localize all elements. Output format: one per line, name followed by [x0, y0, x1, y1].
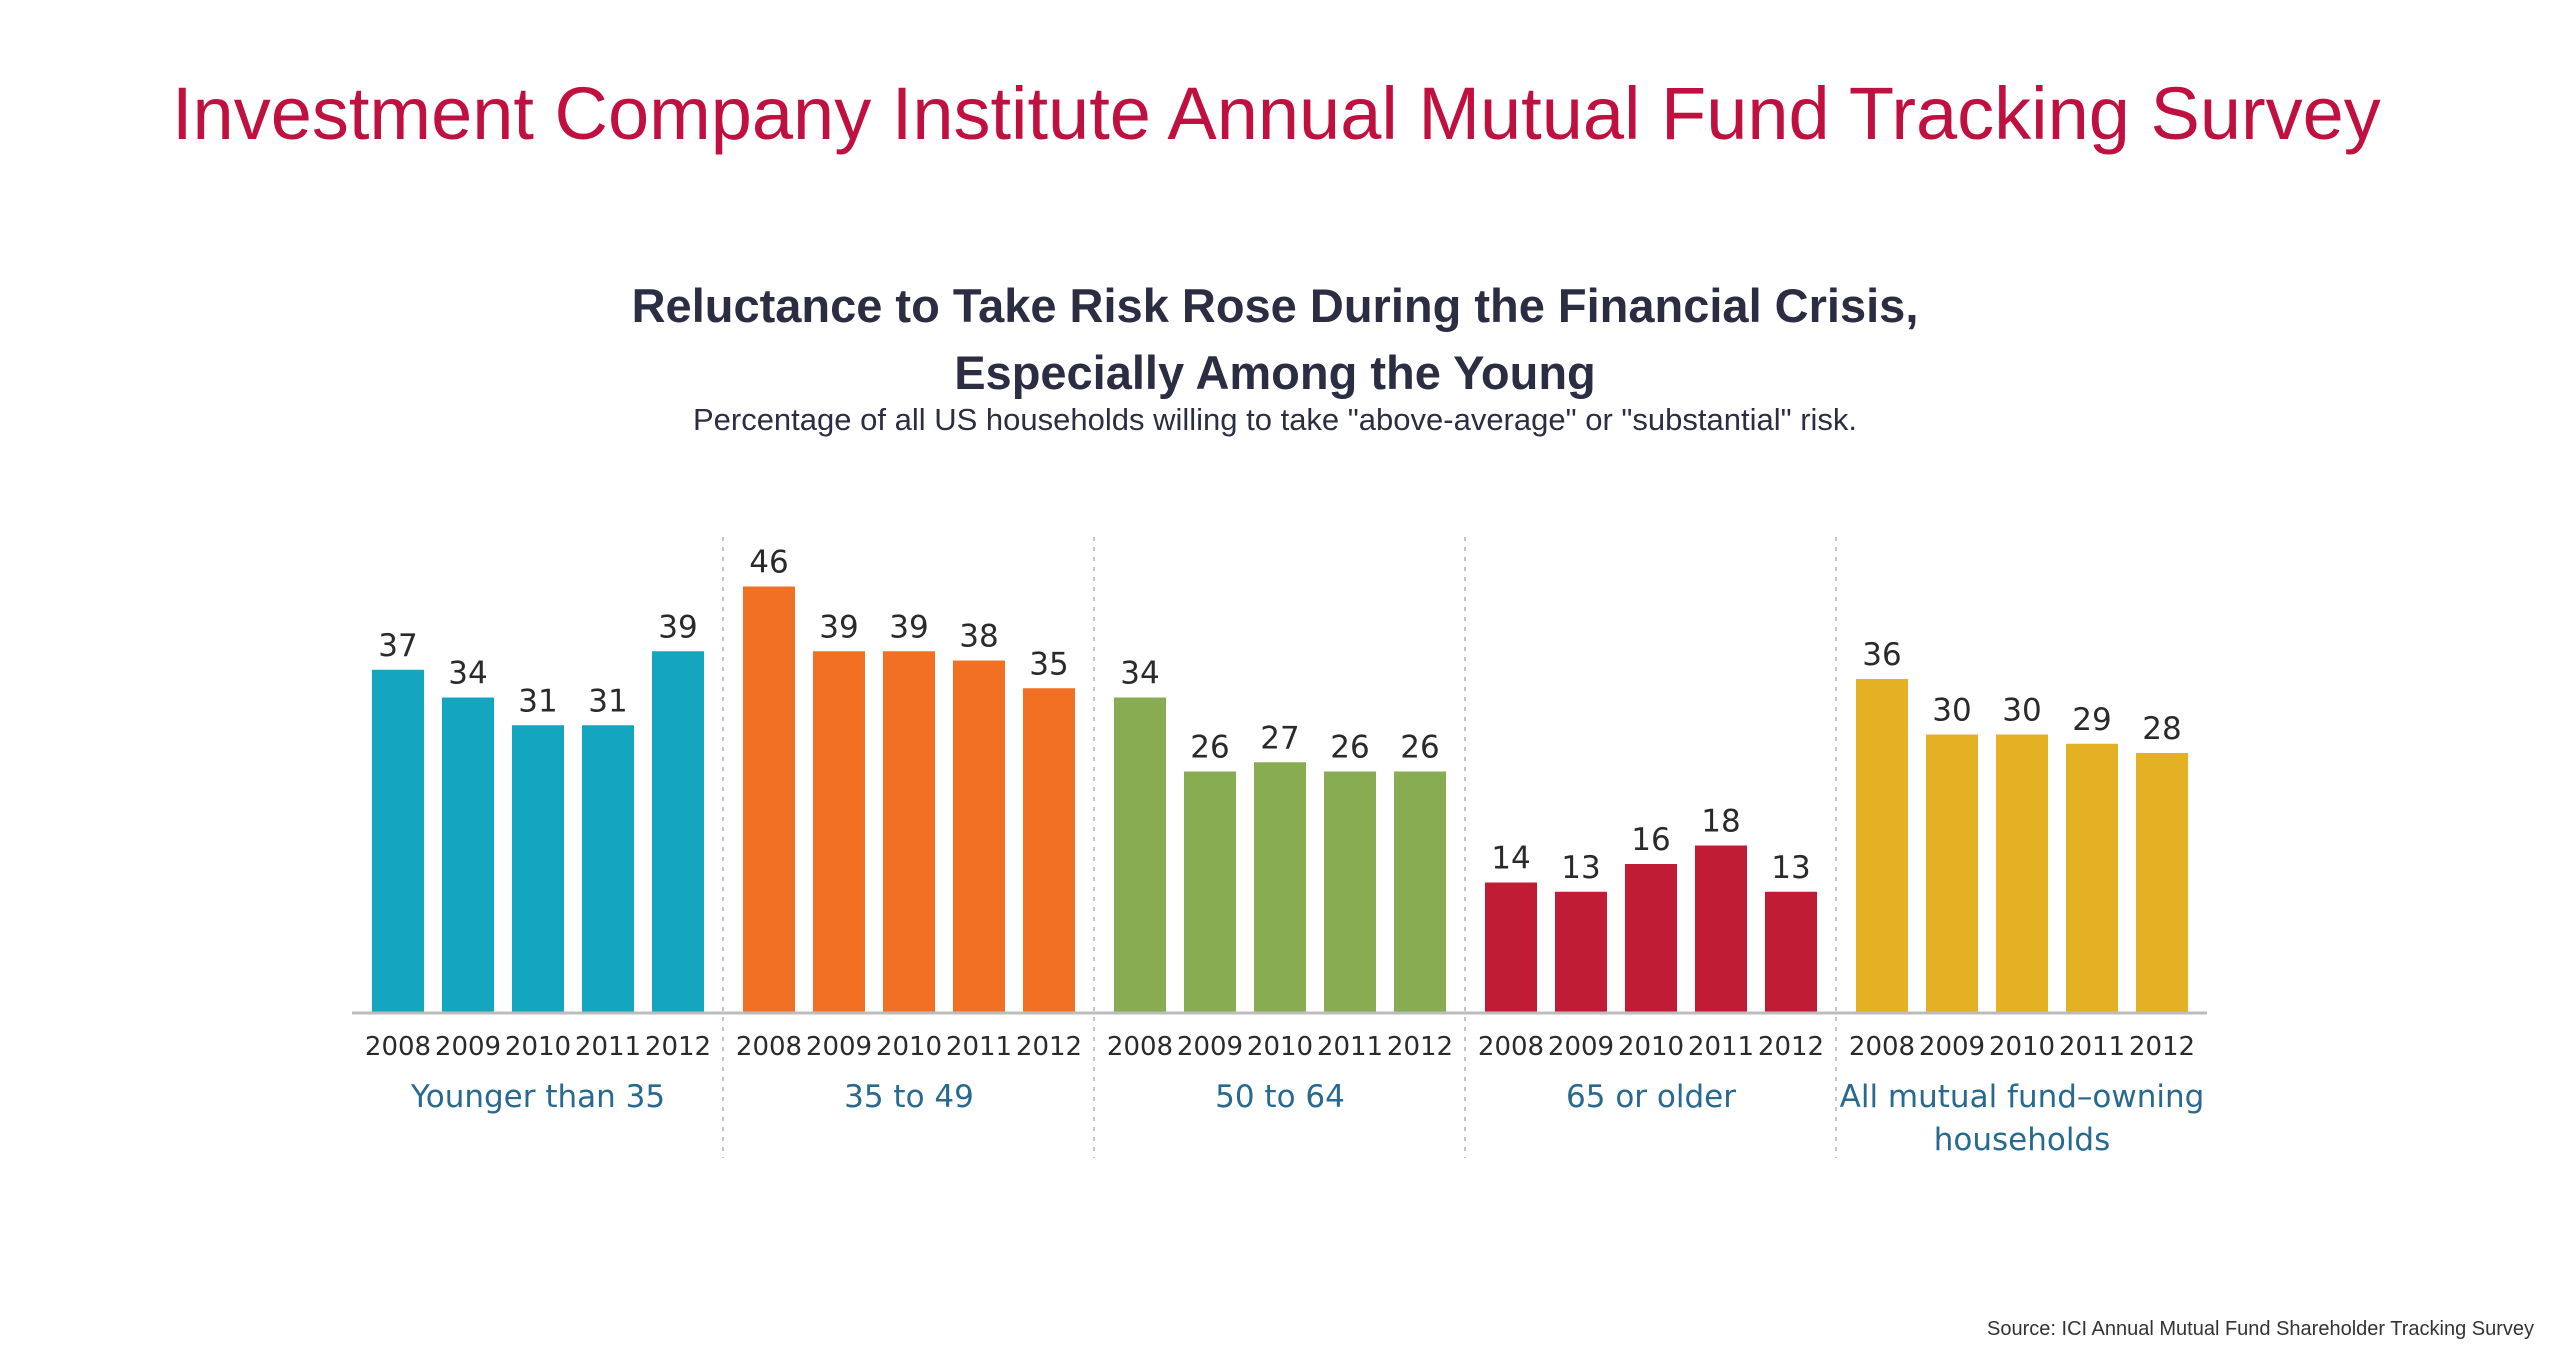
bar-value-label: 13: [1561, 850, 1600, 886]
x-tick-label: 2012: [1758, 1032, 1824, 1062]
bar: [1254, 762, 1306, 1012]
x-tick-label: 2010: [505, 1032, 571, 1062]
bar: [1856, 679, 1908, 1012]
bar: [1485, 882, 1537, 1012]
x-tick-label: 2011: [1688, 1032, 1754, 1062]
bar: [1555, 891, 1607, 1012]
x-tick-label: 2012: [645, 1032, 711, 1062]
x-tick-label: 2011: [946, 1032, 1012, 1062]
group-label: 50 to 64: [1215, 1079, 1345, 1115]
bar-value-label: 13: [1771, 850, 1810, 886]
x-tick-label: 2009: [435, 1032, 501, 1062]
x-tick-label: 2010: [1989, 1032, 2055, 1062]
x-tick-label: 2009: [1548, 1032, 1614, 1062]
x-tick-label: 2008: [1849, 1032, 1915, 1062]
bar-value-label: 34: [1120, 656, 1159, 692]
source-note: Source: ICI Annual Mutual Fund Sharehold…: [1987, 1318, 2534, 1340]
x-tick-label: 2009: [1177, 1032, 1243, 1062]
group-label: households: [1934, 1122, 2111, 1158]
x-tick-label: 2012: [1387, 1032, 1453, 1062]
bar-value-label: 46: [749, 545, 788, 581]
bar: [743, 586, 795, 1012]
x-tick-label: 2008: [736, 1032, 802, 1062]
bar-value-label: 18: [1701, 804, 1740, 840]
x-tick-label: 2010: [1247, 1032, 1313, 1062]
x-tick-label: 2010: [876, 1032, 942, 1062]
x-tick-label: 2009: [1919, 1032, 1985, 1062]
bar: [883, 651, 935, 1012]
group-label: 35 to 49: [844, 1079, 974, 1115]
bar: [582, 725, 634, 1012]
bar: [1023, 688, 1075, 1012]
bar: [1996, 734, 2048, 1012]
bar-value-label: 30: [2002, 693, 2041, 729]
bar-value-label: 26: [1330, 730, 1369, 766]
group-label: All mutual fund–owning: [1840, 1079, 2205, 1115]
bar-value-label: 31: [588, 683, 627, 719]
bar-value-label: 28: [2142, 711, 2181, 747]
bar: [1184, 771, 1236, 1012]
bar: [1324, 771, 1376, 1012]
x-tick-label: 2010: [1618, 1032, 1684, 1062]
x-tick-label: 2008: [1478, 1032, 1544, 1062]
x-tick-label: 2008: [1107, 1032, 1173, 1062]
bar-value-label: 26: [1190, 730, 1229, 766]
x-tick-label: 2008: [365, 1032, 431, 1062]
x-tick-label: 2011: [2059, 1032, 2125, 1062]
bar: [442, 697, 494, 1012]
group-label: 65 or older: [1566, 1079, 1736, 1115]
bar-value-label: 39: [889, 609, 928, 645]
bar-value-label: 39: [819, 609, 858, 645]
x-tick-label: 2009: [806, 1032, 872, 1062]
bar-value-label: 14: [1491, 841, 1530, 877]
bar: [1394, 771, 1446, 1012]
bar: [1114, 697, 1166, 1012]
bar: [512, 725, 564, 1012]
chart-subtitle: Percentage of all US households willing …: [692, 402, 1858, 437]
x-tick-label: 2012: [1016, 1032, 1082, 1062]
bar-value-label: 16: [1631, 822, 1670, 858]
bar-value-label: 30: [1932, 693, 1971, 729]
bar-value-label: 39: [658, 609, 697, 645]
slide-title: Investment Company Institute Annual Mutu…: [172, 72, 2381, 155]
bar-value-label: 27: [1260, 720, 1299, 756]
bar: [652, 651, 704, 1012]
x-tick-label: 2011: [575, 1032, 641, 1062]
bar: [2066, 743, 2118, 1012]
bar: [372, 669, 424, 1012]
bar: [1695, 845, 1747, 1012]
x-tick-label: 2012: [2129, 1032, 2195, 1062]
bar: [813, 651, 865, 1012]
chart-title-line-2: Especially Among the Young: [954, 346, 1596, 399]
bar-value-label: 36: [1862, 637, 1901, 673]
bar-value-label: 38: [959, 619, 998, 655]
bar-value-label: 26: [1400, 730, 1439, 766]
bar-value-label: 35: [1029, 646, 1068, 682]
bar: [1926, 734, 1978, 1012]
bar: [953, 660, 1005, 1012]
bar: [1765, 891, 1817, 1012]
bar-value-label: 29: [2072, 702, 2111, 738]
bar: [2136, 753, 2188, 1012]
bar-value-label: 31: [518, 683, 557, 719]
bar-value-label: 37: [378, 628, 417, 664]
chart-title-line-1: Reluctance to Take Risk Rose During the …: [631, 279, 1919, 332]
bar-value-label: 34: [448, 656, 487, 692]
bar: [1625, 864, 1677, 1012]
x-tick-label: 2011: [1317, 1032, 1383, 1062]
group-label: Younger than 35: [410, 1079, 665, 1115]
